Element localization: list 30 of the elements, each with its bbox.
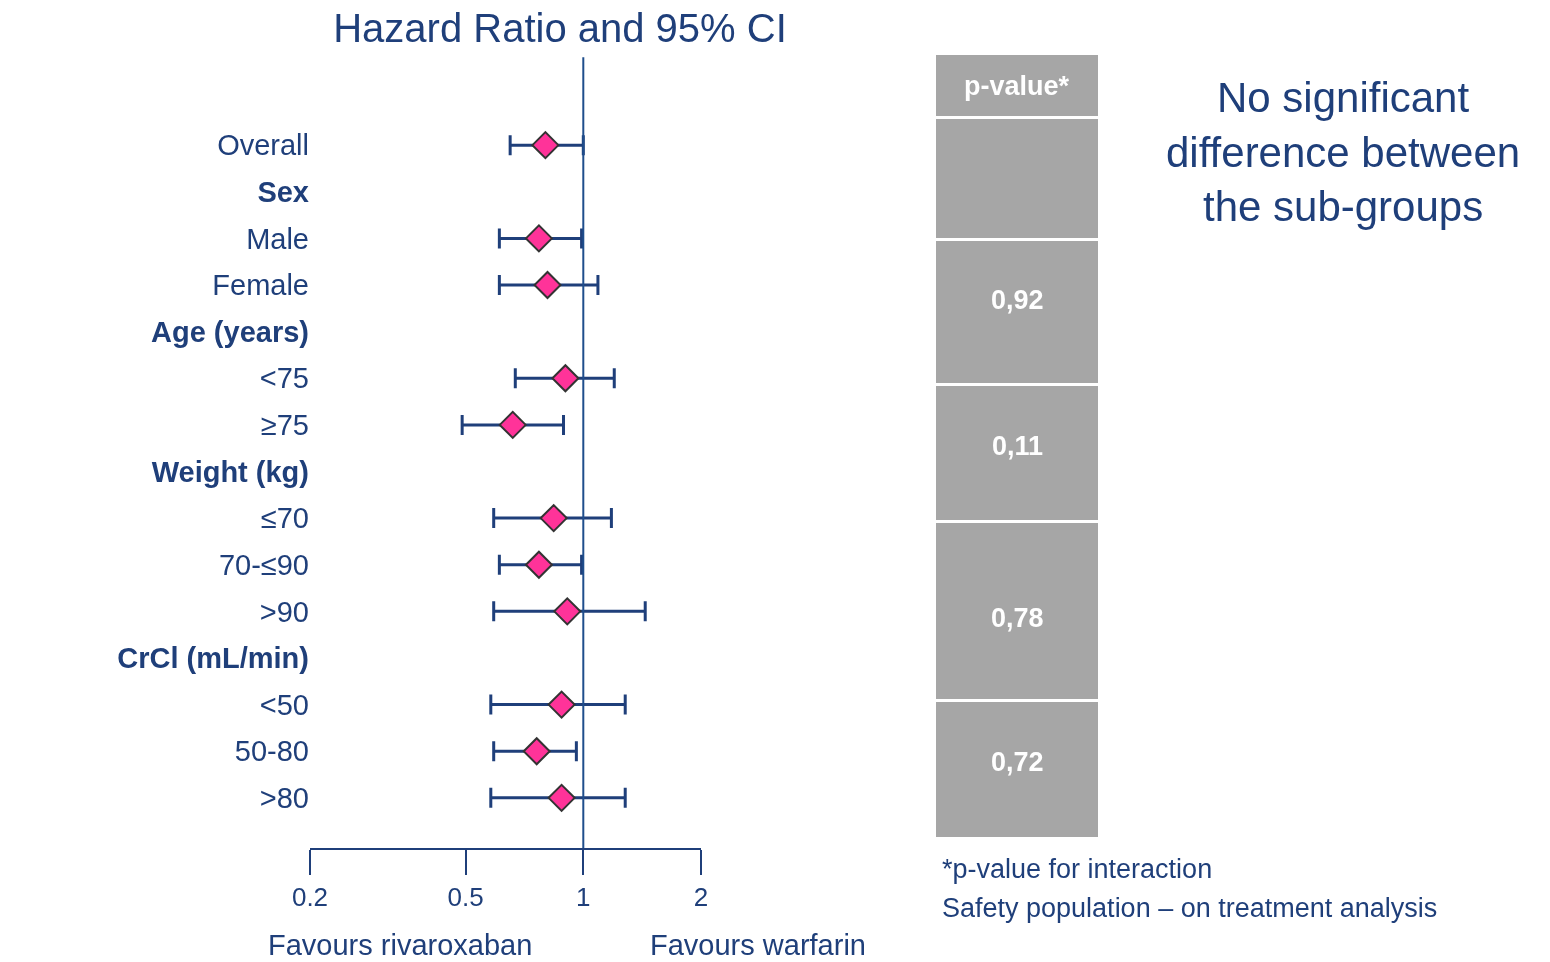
- text: 0,72: [991, 747, 1044, 777]
- text: p-value*: [964, 71, 1070, 101]
- text: No significant difference between the sub-groups: [1166, 74, 1521, 231]
- y-tick-label: Overall: [217, 129, 309, 162]
- y-tick-label: Weight (kg): [151, 455, 309, 488]
- x-tick-label: 0.2: [291, 882, 329, 913]
- y-tick-label: Female: [212, 269, 309, 302]
- text: Safety population – on treatment analysis: [942, 893, 1438, 923]
- y-tick-label: 50-80: [234, 735, 309, 768]
- text: 0,11: [992, 431, 1044, 461]
- text: Favours rivaroxaban: [268, 929, 533, 961]
- x-tick-label: 1: [576, 882, 591, 913]
- text: Favours warfarin: [650, 929, 866, 961]
- y-tick-label: <75: [259, 362, 309, 395]
- y-tick-label: Sex: [257, 175, 309, 208]
- y-tick-label: >90: [259, 595, 309, 628]
- y-tick-label: Age (years): [151, 315, 309, 348]
- y-tick-label: CrCl (mL/min): [117, 642, 309, 675]
- text: 0,92: [991, 285, 1044, 315]
- x-tick-label: 0.5: [447, 882, 484, 913]
- y-tick-label: ≥75: [260, 409, 309, 442]
- y-tick-label: ≤70: [260, 502, 309, 535]
- y-tick-label: Male: [246, 222, 309, 255]
- y-tick-label: 70-≤90: [218, 548, 309, 581]
- x-tick-label: 2: [693, 882, 709, 913]
- text: *p-value for interaction: [942, 854, 1213, 884]
- y-tick-label: >80: [259, 782, 309, 814]
- y-tick-label: <50: [259, 688, 309, 721]
- text: 0,78: [991, 603, 1044, 633]
- chart-title: Hazard Ratio and 95% CI: [333, 6, 787, 50]
